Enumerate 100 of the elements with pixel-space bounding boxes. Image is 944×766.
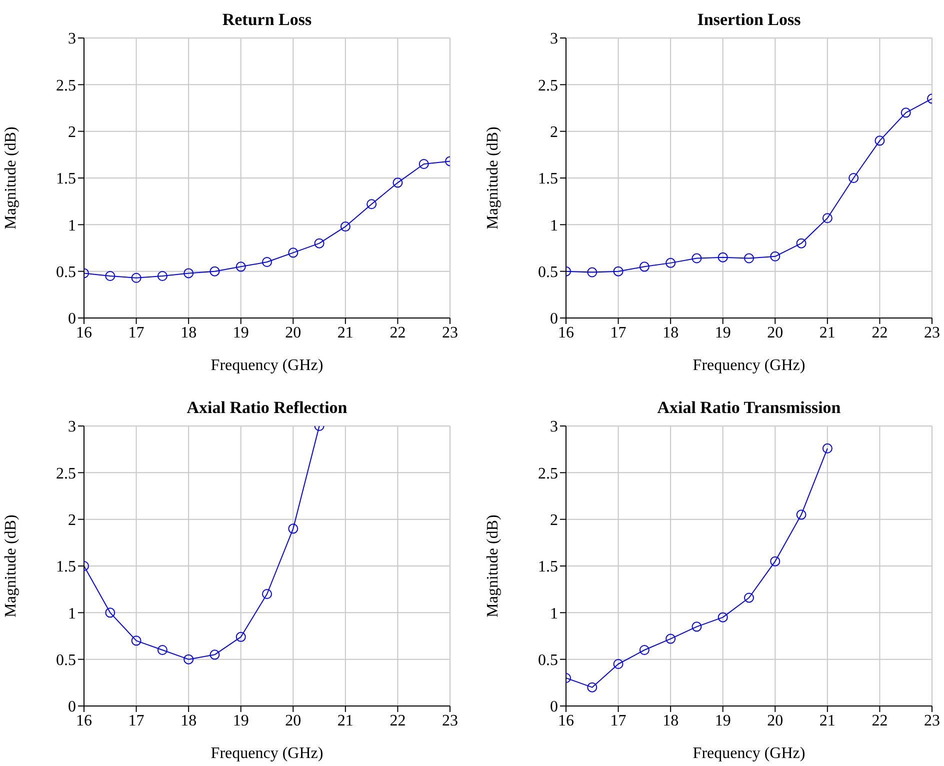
x-axis-title: Frequency (GHz) (210, 357, 324, 374)
x-tick-label: 18 (180, 712, 197, 730)
x-tick-label: 20 (767, 712, 784, 730)
x-axis-title: Frequency (GHz) (692, 357, 806, 374)
point (236, 262, 246, 272)
point (770, 251, 780, 262)
point (692, 253, 702, 264)
x-tick-label: 23 (442, 712, 458, 730)
y-tick-label: 2.5 (56, 465, 76, 482)
y-tick-label: 0 (550, 310, 558, 328)
point (666, 258, 676, 268)
y-tick-label: 0 (68, 698, 76, 716)
point (822, 213, 832, 224)
y-tick-label: 3 (68, 30, 76, 48)
y-tick-label: 0.5 (538, 264, 558, 282)
point (288, 524, 298, 534)
point (718, 612, 728, 622)
point (718, 252, 728, 262)
y-tick-label: 1.5 (538, 170, 558, 188)
y-tick-label: 2 (68, 124, 76, 142)
y-tick-label: 0.5 (56, 652, 76, 670)
y-tick-label: 3 (550, 30, 558, 48)
x-tick-label: 22 (390, 324, 406, 342)
y-tick-label: 2.5 (538, 77, 558, 94)
x-tick-label: 21 (819, 324, 836, 342)
x-tick-label: 18 (662, 324, 679, 342)
x-tick-label: 17 (128, 324, 144, 342)
point (366, 199, 377, 210)
y-tick-label: 0 (550, 698, 558, 716)
x-tick-label: 21 (819, 712, 836, 730)
y-tick-label: 1 (68, 605, 76, 622)
y-axis-title: Magnitude (dB) (484, 126, 502, 230)
y-tick-label: 0 (68, 310, 76, 328)
chart-title: Axial Ratio Transmission (656, 398, 842, 418)
point (392, 178, 403, 188)
y-tick-label: 1.5 (56, 170, 76, 188)
chart-title: Axial Ratio Reflection (186, 398, 348, 418)
y-tick-label: 2.5 (56, 77, 76, 94)
x-tick-label: 22 (872, 712, 888, 730)
y-axis-title: Magnitude (dB) (484, 514, 502, 618)
point (770, 556, 780, 566)
point (613, 266, 624, 276)
point (105, 271, 116, 281)
point (105, 608, 116, 618)
point (744, 253, 754, 264)
point (796, 238, 806, 248)
x-tick-label: 17 (610, 324, 626, 342)
point (184, 654, 194, 664)
point (796, 510, 806, 520)
y-tick-label: 2 (68, 512, 76, 530)
x-tick-label: 20 (285, 324, 302, 342)
point (587, 682, 598, 692)
x-tick-label: 19 (232, 324, 249, 342)
x-tick-label: 21 (337, 712, 354, 730)
point (744, 592, 754, 603)
x-tick-label: 20 (285, 712, 302, 730)
x-tick-label: 20 (767, 324, 784, 342)
point (613, 659, 624, 669)
x-tick-label: 19 (232, 712, 249, 730)
y-tick-label: 1 (68, 217, 76, 234)
point (262, 589, 272, 599)
point (666, 634, 676, 644)
point (131, 636, 142, 646)
point (184, 268, 194, 278)
point (288, 248, 298, 258)
point (848, 173, 859, 183)
point (874, 136, 885, 146)
chart-title: Return Loss (221, 10, 313, 30)
x-tick-label: 23 (442, 324, 458, 342)
x-tick-label: 19 (714, 324, 731, 342)
y-tick-label: 2 (550, 512, 558, 530)
point (639, 262, 650, 272)
x-axis-title: Frequency (GHz) (210, 745, 324, 762)
x-tick-label: 22 (872, 324, 888, 342)
point (418, 159, 429, 169)
x-axis-title: Frequency (GHz) (692, 745, 806, 762)
y-tick-label: 2 (550, 124, 558, 142)
x-tick-label: 16 (76, 324, 92, 342)
x-tick-label: 19 (714, 712, 731, 730)
y-tick-label: 1 (550, 605, 558, 622)
point (210, 266, 220, 276)
x-tick-label: 22 (390, 712, 406, 730)
x-tick-label: 16 (558, 324, 574, 342)
y-tick-label: 2.5 (538, 465, 558, 482)
point (639, 645, 650, 655)
point (587, 267, 598, 278)
x-tick-label: 16 (558, 712, 574, 730)
point (900, 108, 911, 118)
point (210, 650, 220, 660)
x-tick-label: 23 (924, 712, 940, 730)
y-tick-label: 3 (550, 418, 558, 436)
y-tick-label: 0.5 (538, 652, 558, 670)
y-tick-label: 1.5 (538, 558, 558, 576)
y-tick-label: 3 (68, 418, 76, 436)
point (340, 222, 350, 232)
point (236, 632, 246, 642)
x-tick-label: 18 (180, 324, 197, 342)
x-tick-label: 21 (337, 324, 354, 342)
x-tick-label: 17 (610, 712, 626, 730)
x-tick-label: 16 (76, 712, 92, 730)
